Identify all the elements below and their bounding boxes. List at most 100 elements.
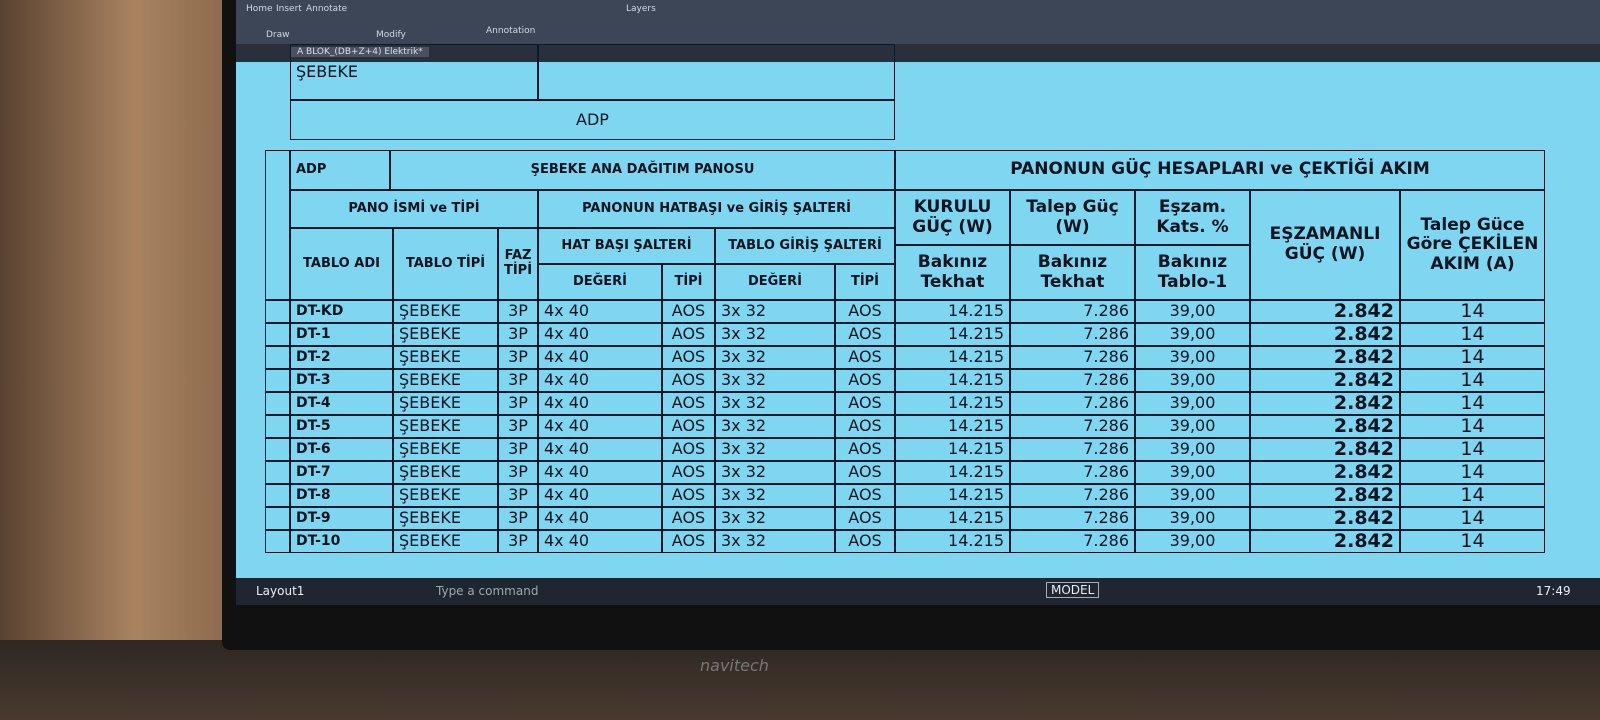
previous-cell	[538, 44, 895, 100]
data-cell: AOS	[662, 346, 715, 369]
data-cell: ŞEBEKE	[393, 300, 498, 323]
row-gutter	[265, 484, 290, 507]
header-cell: TİPİ	[835, 264, 895, 300]
data-cell: 3P	[498, 392, 538, 415]
data-cell: 3P	[498, 461, 538, 484]
data-cell: 4x 40	[538, 438, 662, 461]
data-cell: 14	[1400, 300, 1545, 323]
header-cell: PANONUN HATBAŞI ve GİRİŞ ŞALTERİ	[538, 190, 895, 228]
header-cell: Bakınız Tablo-1	[1135, 245, 1250, 300]
header-cell: TABLO TİPİ	[393, 228, 498, 300]
data-cell: 7.286	[1010, 507, 1135, 530]
header-cell: ŞEBEKE ANA DAĞITIM PANOSU	[390, 150, 895, 190]
data-cell: 14.215	[895, 461, 1010, 484]
header-cell: PANO İSMİ ve TİPİ	[290, 190, 538, 228]
row-gutter	[265, 415, 290, 438]
file-tabs: A BLOK_(DB+Z+4) Elektrik*	[236, 44, 1600, 62]
data-cell: 7.286	[1010, 369, 1135, 392]
data-cell: DT-8	[290, 484, 393, 507]
data-cell: AOS	[662, 415, 715, 438]
data-cell: 2.842	[1250, 346, 1400, 369]
header-cell: Talep Güce Göre ÇEKİLEN AKIM (A)	[1400, 190, 1545, 300]
data-cell: 2.842	[1250, 484, 1400, 507]
data-cell: 14.215	[895, 300, 1010, 323]
data-cell: 2.842	[1250, 438, 1400, 461]
data-cell: 14	[1400, 484, 1545, 507]
header-cell: Talep Güç (W)	[1010, 190, 1135, 245]
data-cell: 4x 40	[538, 461, 662, 484]
row-gutter	[265, 369, 290, 392]
data-cell: DT-5	[290, 415, 393, 438]
data-cell: 3P	[498, 530, 538, 553]
header-cell: TABLO ADI	[290, 228, 393, 300]
data-cell: 7.286	[1010, 438, 1135, 461]
data-cell: 7.286	[1010, 300, 1135, 323]
data-cell: 39,00	[1135, 300, 1250, 323]
ribbon-tab[interactable]: Insert	[276, 4, 302, 14]
data-cell: 3x 32	[715, 300, 835, 323]
file-tab[interactable]: A BLOK_(DB+Z+4) Elektrik*	[291, 47, 429, 57]
header-cell: TİPİ	[662, 264, 715, 300]
screen: Home Insert Annotate Draw Modify Annotat…	[236, 0, 1600, 605]
model-button[interactable]: MODEL	[1046, 582, 1100, 598]
header-cell: PANONUN GÜÇ HESAPLARI ve ÇEKTİĞİ AKIM	[895, 150, 1545, 190]
header-cell: KURULU GÜÇ (W)	[895, 190, 1010, 245]
header-cell: HAT BAŞI ŞALTERİ	[538, 228, 715, 264]
command-line[interactable]: Type a command	[436, 584, 539, 598]
ribbon-tab[interactable]: Home	[246, 4, 273, 14]
data-cell: 3x 32	[715, 369, 835, 392]
data-cell: AOS	[662, 484, 715, 507]
data-cell: 2.842	[1250, 507, 1400, 530]
data-cell: AOS	[835, 346, 895, 369]
ribbon-tab[interactable]: Annotate	[306, 4, 348, 14]
data-cell: DT-KD	[290, 300, 393, 323]
data-cell: AOS	[662, 530, 715, 553]
ribbon-panel[interactable]: Modify	[376, 30, 406, 40]
data-cell: AOS	[835, 461, 895, 484]
previous-cell: ŞEBEKE	[290, 44, 538, 100]
data-cell: 7.286	[1010, 530, 1135, 553]
data-cell: 3P	[498, 507, 538, 530]
data-cell: AOS	[835, 323, 895, 346]
data-cell: 14.215	[895, 438, 1010, 461]
data-cell: 3x 32	[715, 507, 835, 530]
data-cell: 2.842	[1250, 392, 1400, 415]
data-cell: 3x 32	[715, 415, 835, 438]
header-cell: TABLO GİRİŞ ŞALTERİ	[715, 228, 895, 264]
table: ŞEBEKE ADP ADP ŞEBEKE ANA DAĞITIM PANOSU PAN…	[236, 0, 1600, 578]
row-gutter	[265, 300, 290, 323]
data-cell: 3P	[498, 438, 538, 461]
row-gutter	[265, 323, 290, 346]
wall	[0, 0, 225, 720]
layout-tab[interactable]: Layout1	[256, 584, 305, 598]
data-cell: 14.215	[895, 323, 1010, 346]
data-cell: 14	[1400, 461, 1545, 484]
data-cell: 39,00	[1135, 415, 1250, 438]
data-cell: 4x 40	[538, 369, 662, 392]
data-cell: 39,00	[1135, 507, 1250, 530]
data-cell: AOS	[662, 507, 715, 530]
data-cell: 14.215	[895, 369, 1010, 392]
data-cell: 4x 40	[538, 300, 662, 323]
data-cell: AOS	[835, 438, 895, 461]
data-cell: ŞEBEKE	[393, 530, 498, 553]
data-cell: 3x 32	[715, 346, 835, 369]
data-cell: 2.842	[1250, 415, 1400, 438]
data-cell: 3x 32	[715, 392, 835, 415]
header-cell: FAZ TİPİ	[498, 228, 538, 300]
ribbon-panel[interactable]: Draw	[266, 30, 290, 40]
data-cell: ŞEBEKE	[393, 507, 498, 530]
data-cell: 39,00	[1135, 323, 1250, 346]
monitor-brand: navitech	[700, 656, 769, 675]
data-cell: 2.842	[1250, 461, 1400, 484]
data-cell: DT-6	[290, 438, 393, 461]
ribbon-panel[interactable]: Annotation	[486, 26, 536, 36]
clock: 17:49	[1536, 584, 1571, 598]
data-cell: DT-10	[290, 530, 393, 553]
data-cell: 3x 32	[715, 484, 835, 507]
data-cell: AOS	[662, 323, 715, 346]
header-cell: Bakınız Tekhat	[1010, 245, 1135, 300]
data-cell: 3P	[498, 300, 538, 323]
ribbon-panel[interactable]: Layers	[626, 4, 656, 14]
data-cell: DT-1	[290, 323, 393, 346]
